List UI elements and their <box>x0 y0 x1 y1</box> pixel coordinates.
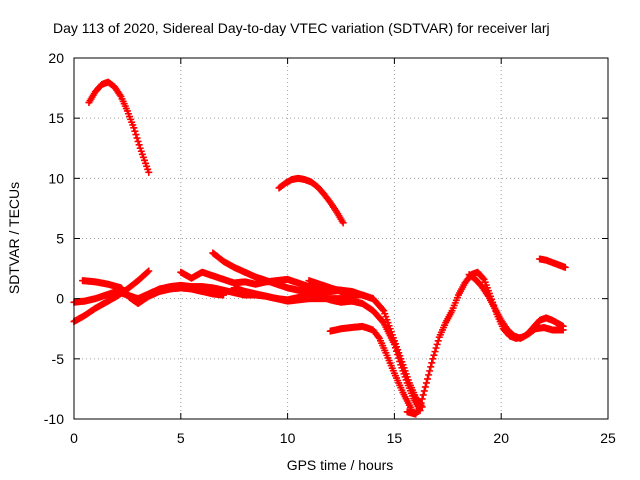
data-point <box>479 274 487 282</box>
data-point <box>431 348 439 356</box>
y-tick-label: 10 <box>48 170 64 186</box>
data-point <box>428 359 436 367</box>
data-point <box>135 141 143 149</box>
x-axis-label: GPS time / hours <box>287 457 394 473</box>
x-tick-label: 15 <box>387 430 403 446</box>
y-tick-label: -10 <box>44 411 64 427</box>
data-point <box>144 268 152 276</box>
data-point <box>561 263 569 271</box>
data-point <box>429 355 437 363</box>
x-tick-label: 10 <box>280 430 296 446</box>
x-tick-label: 25 <box>600 430 616 446</box>
data-point <box>132 131 140 139</box>
data-point <box>145 267 153 275</box>
data-points <box>70 78 569 418</box>
chart-title: Day 113 of 2020, Sidereal Day-to-day VTE… <box>53 20 550 36</box>
grid-lines <box>74 58 608 419</box>
axis-ticks: 0 5 10 15 20 25 -10 -5 0 5 10 15 20 <box>44 50 616 446</box>
y-axis-label: SDTVAR / TECUs <box>6 182 22 294</box>
y-tick-label: 20 <box>48 50 64 66</box>
series-arc-12 <box>465 271 567 342</box>
data-point <box>434 337 442 345</box>
data-point <box>379 305 387 313</box>
data-point <box>430 351 438 359</box>
x-tick-label: 5 <box>177 430 185 446</box>
data-point <box>427 363 435 371</box>
data-point <box>433 340 441 348</box>
series-arc-5 <box>79 277 228 307</box>
data-point <box>421 383 429 391</box>
data-point <box>131 127 139 135</box>
series-arc-1 <box>85 78 153 176</box>
data-point <box>559 322 567 330</box>
data-point <box>134 137 142 145</box>
data-point <box>418 395 426 403</box>
data-point <box>417 399 425 407</box>
data-point <box>425 371 433 379</box>
data-point <box>133 134 141 142</box>
series-arc-9 <box>305 277 426 411</box>
data-point <box>220 291 228 299</box>
data-point <box>130 124 138 132</box>
data-point <box>339 219 347 227</box>
series-arc-2 <box>275 174 347 227</box>
x-tick-label: 20 <box>493 430 509 446</box>
data-point <box>145 168 153 176</box>
series-arc-13 <box>536 255 569 271</box>
y-tick-label: -5 <box>52 351 65 367</box>
data-point <box>416 403 424 411</box>
y-tick-label: 5 <box>56 231 64 247</box>
data-point <box>374 333 382 341</box>
series-arc-10 <box>326 322 415 413</box>
y-tick-label: 0 <box>56 291 64 307</box>
data-point <box>422 379 430 387</box>
x-tick-label: 0 <box>70 430 78 446</box>
data-point <box>420 387 428 395</box>
data-point <box>419 391 427 399</box>
y-tick-label: 15 <box>48 110 64 126</box>
data-point <box>432 344 440 352</box>
data-point <box>426 367 434 375</box>
data-point <box>424 375 432 383</box>
